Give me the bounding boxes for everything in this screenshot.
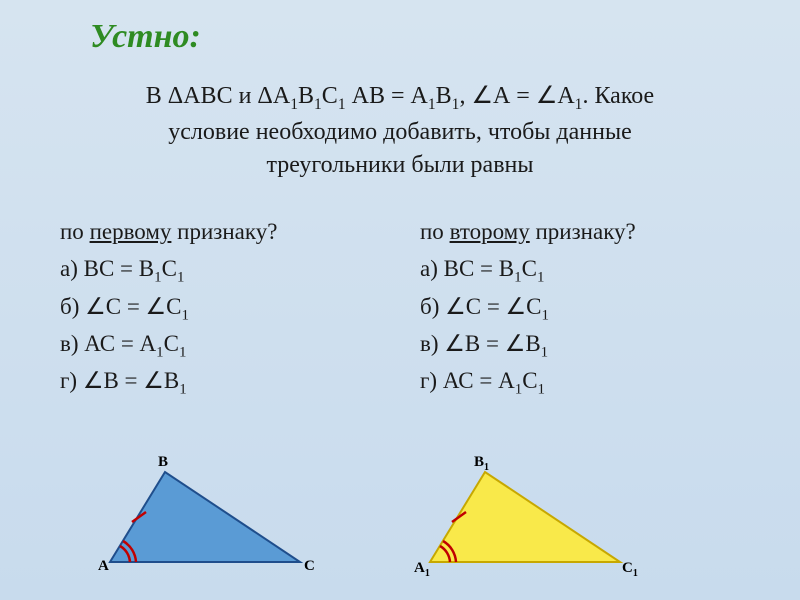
t: . Какое xyxy=(582,83,654,109)
problem-line1: В ΔАВС и ΔА1В1С1 АВ = А1В1, ∠А = ∠А1. Ка… xyxy=(146,83,654,109)
t: в) ∠В = ∠В xyxy=(420,331,541,356)
problem-statement: В ΔАВС и ΔА1В1С1 АВ = А1В1, ∠А = ∠А1. Ка… xyxy=(60,80,740,183)
problem-line3: треугольники были равны xyxy=(267,152,534,178)
label-a1: А1 xyxy=(414,560,430,579)
t: а) ВС = В xyxy=(60,256,154,281)
t: г) АС = А xyxy=(420,368,515,393)
label-c1: С1 xyxy=(622,560,638,579)
problem-line2: условие необходимо добавить, чтобы данны… xyxy=(168,119,631,145)
answer-columns: по первому признаку? а) ВС = В1С1 б) ∠С … xyxy=(60,215,740,401)
label-b: В xyxy=(158,454,168,470)
t: признаку? xyxy=(171,219,277,244)
opt-a: а) ВС = В1С1 xyxy=(60,252,380,289)
s: 1 xyxy=(154,270,161,286)
t: а) ВС = В xyxy=(420,256,514,281)
t: второму xyxy=(450,219,530,244)
t: б) ∠С = ∠С xyxy=(420,294,542,319)
t: , ∠А = ∠А xyxy=(459,83,574,109)
opt-a: а) ВС = В1С1 xyxy=(420,252,740,289)
t: по xyxy=(60,219,90,244)
s: 1 xyxy=(542,307,549,323)
label-c: С xyxy=(304,558,315,574)
slide-title: Устно: xyxy=(90,18,201,56)
s: 1 xyxy=(538,382,545,398)
opt-c: в) ∠В = ∠В1 xyxy=(420,327,740,364)
s: 1 xyxy=(177,270,184,286)
opt-d: г) АС = А1С1 xyxy=(420,364,740,401)
opt-b: б) ∠С = ∠С1 xyxy=(420,290,740,327)
s: 1 xyxy=(537,270,544,286)
t: С xyxy=(162,256,177,281)
triangle-abc: А В С xyxy=(90,442,330,592)
t: АВ = А xyxy=(346,83,428,109)
s: 1 xyxy=(179,344,186,360)
triangle-a1b1c1: А1 В1 С1 xyxy=(410,442,650,592)
t: С xyxy=(522,368,537,393)
s: 1 xyxy=(314,96,322,113)
t: С xyxy=(322,83,338,109)
t: В xyxy=(298,83,314,109)
t: в) АС = А xyxy=(60,331,156,356)
diagrams-area: А В С А1 В1 С1 xyxy=(0,432,800,592)
s: 1 xyxy=(182,307,189,323)
t: признаку? xyxy=(530,219,636,244)
q2-head: по второму признаку? xyxy=(420,215,740,248)
t: С xyxy=(164,331,179,356)
t: С xyxy=(522,256,537,281)
column-first-criterion: по первому признаку? а) ВС = В1С1 б) ∠С … xyxy=(60,215,380,401)
opt-b: б) ∠С = ∠С1 xyxy=(60,290,380,327)
t: по xyxy=(420,219,450,244)
opt-d: г) ∠В = ∠В1 xyxy=(60,364,380,401)
t: первому xyxy=(90,219,172,244)
label-b1: В1 xyxy=(474,454,489,473)
s: 1 xyxy=(514,270,521,286)
t: В ΔАВС и ΔА xyxy=(146,83,290,109)
label-a: А xyxy=(98,558,109,574)
column-second-criterion: по второму признаку? а) ВС = В1С1 б) ∠С … xyxy=(420,215,740,401)
q1-head: по первому признаку? xyxy=(60,215,380,248)
s: 1 xyxy=(428,96,436,113)
t: г) ∠В = ∠В xyxy=(60,368,179,393)
s: 1 xyxy=(541,344,548,360)
s: 1 xyxy=(338,96,346,113)
opt-c: в) АС = А1С1 xyxy=(60,327,380,364)
s: 1 xyxy=(290,96,298,113)
s: 1 xyxy=(179,382,186,398)
s: 1 xyxy=(156,344,163,360)
t: В xyxy=(436,83,452,109)
t: б) ∠С = ∠С xyxy=(60,294,182,319)
